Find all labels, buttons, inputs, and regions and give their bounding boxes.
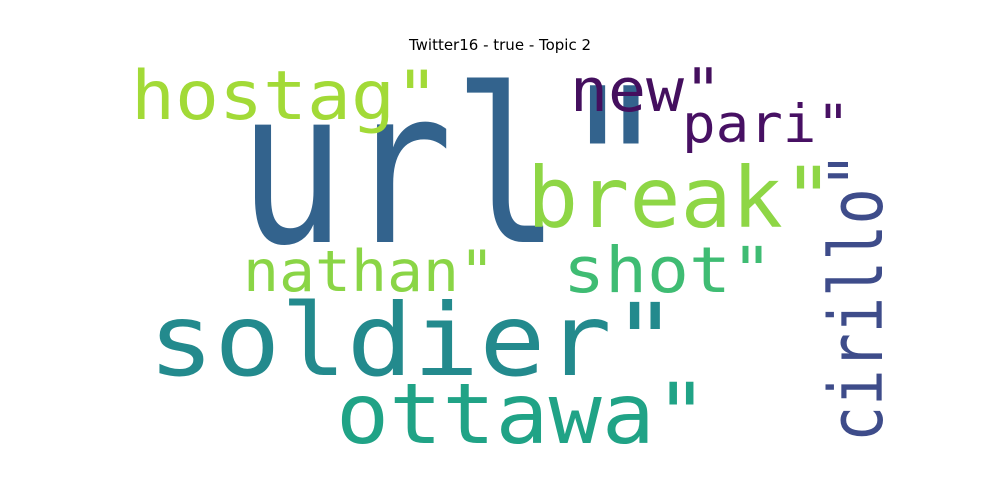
word-hostag: hostag" <box>131 57 439 136</box>
word-soldier: soldier" <box>148 282 678 399</box>
word-nathan: nathan" <box>243 239 495 305</box>
word-pari: pari" <box>682 94 850 155</box>
word-cirillo: cirillo" <box>814 152 900 442</box>
word-url: url" <box>238 42 668 293</box>
word-shot: shot" <box>563 234 773 307</box>
chart-title: Twitter16 - true - Topic 2 <box>408 36 592 54</box>
word-new: new" <box>570 56 722 126</box>
word-ottawa: ottawa" <box>336 365 708 463</box>
word-break: break" <box>527 149 834 247</box>
